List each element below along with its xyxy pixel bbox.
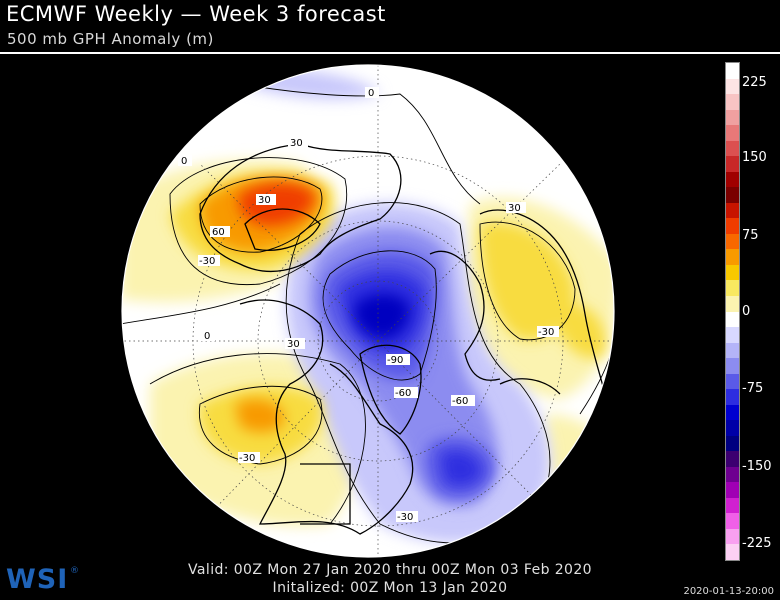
svg-text:-60: -60 — [452, 396, 468, 407]
colorbar-segment — [726, 342, 739, 359]
header-divider — [0, 52, 780, 54]
timestamp: 2020-01-13-20:00 — [683, 586, 774, 597]
colorbar-segment — [726, 140, 739, 157]
chart-title: ECMWF Weekly — Week 3 forecast — [6, 2, 386, 26]
colorbar-segment — [726, 420, 739, 436]
colorbar-segment — [726, 233, 739, 250]
svg-text:0: 0 — [204, 331, 210, 342]
colorbar-segment — [726, 497, 739, 514]
svg-text:60: 60 — [212, 227, 225, 238]
colorbar-segment — [726, 528, 739, 545]
colorbar-segment — [726, 451, 739, 467]
svg-text:-60: -60 — [395, 388, 411, 399]
colorbar-segment — [726, 187, 739, 203]
colorbar-segment — [726, 295, 739, 312]
contour-label: 0 — [178, 155, 192, 167]
contour-label-group: 0 0 0 30 60 -30 30 30 -30 -90 -60 -60 -3… — [178, 87, 559, 523]
graticule — [122, 65, 614, 557]
svg-text:30: 30 — [258, 195, 271, 206]
anomaly-field — [122, 65, 614, 557]
colorbar-label: -150 — [742, 459, 772, 474]
colorbar-segment — [726, 389, 739, 405]
colorbar-segment — [726, 327, 739, 343]
contour-label: 30 — [256, 194, 276, 206]
colorbar-segment — [726, 109, 739, 126]
contour-label: 30 — [288, 137, 308, 149]
contour-label: -90 — [386, 354, 410, 366]
initialized-time: Initalized: 00Z Mon 13 Jan 2020 — [272, 580, 508, 596]
chart-subtitle: 500 mb GPH Anomaly (m) — [7, 30, 214, 48]
contour-label: -30 — [198, 255, 220, 267]
svg-text:-30: -30 — [397, 512, 413, 523]
contour-label: -30 — [537, 326, 559, 338]
colorbar-segment — [726, 78, 739, 95]
contour-label: 0 — [365, 87, 379, 99]
colorbar-segment — [726, 249, 739, 265]
colorbar-segment — [726, 218, 739, 234]
svg-text:-30: -30 — [199, 256, 215, 267]
colorbar-segment — [726, 466, 739, 483]
contour-label: 30 — [506, 202, 526, 214]
svg-text:30: 30 — [290, 138, 303, 149]
colorbar-segment — [726, 358, 739, 374]
contour-label: -30 — [238, 452, 260, 464]
colorbar-segment — [726, 94, 739, 110]
valid-period: Valid: 00Z Mon 27 Jan 2020 thru 00Z Mon … — [188, 562, 592, 578]
colorbar-segment — [726, 264, 739, 281]
contour-label: -60 — [451, 395, 475, 407]
colorbar-segment — [726, 311, 739, 328]
svg-text:0: 0 — [181, 156, 187, 167]
colorbar-segment — [726, 544, 739, 560]
colorbar-segment — [726, 373, 739, 390]
colorbar-segment — [726, 280, 739, 296]
colorbar-segment — [726, 202, 739, 219]
colorbar-segment — [726, 171, 739, 188]
contour-label: -30 — [396, 511, 418, 523]
contour-label: 30 — [285, 338, 305, 350]
colorbar-segment — [726, 404, 739, 421]
wsi-logo: WSI — [6, 564, 69, 595]
registered-mark: ® — [70, 566, 79, 576]
svg-text:-30: -30 — [239, 453, 255, 464]
map-border — [121, 64, 615, 558]
colorbar — [725, 62, 740, 561]
colorbar-label: -75 — [742, 381, 764, 396]
colorbar-label: 150 — [742, 150, 767, 165]
colorbar-segment — [726, 156, 739, 172]
colorbar-label: 225 — [742, 75, 767, 90]
svg-text:30: 30 — [508, 203, 521, 214]
colorbar-segment — [726, 63, 739, 79]
colorbar-label: -225 — [742, 536, 772, 551]
contour-label: 0 — [201, 330, 215, 342]
colorbar-segment — [726, 125, 739, 141]
colorbar-label: 75 — [742, 228, 759, 243]
contour-label: -60 — [394, 387, 418, 399]
colorbar-segment — [726, 482, 739, 498]
svg-text:0: 0 — [368, 88, 374, 99]
contour-label: 60 — [210, 226, 230, 238]
svg-text:-90: -90 — [387, 355, 403, 366]
colorbar-segment — [726, 435, 739, 452]
svg-text:30: 30 — [287, 339, 300, 350]
colorbar-segment — [726, 513, 739, 529]
polar-map: 0 0 0 30 60 -30 30 30 -30 -90 -60 -60 -3… — [121, 64, 615, 558]
svg-text:-30: -30 — [538, 327, 554, 338]
colorbar-label: 0 — [742, 304, 751, 319]
